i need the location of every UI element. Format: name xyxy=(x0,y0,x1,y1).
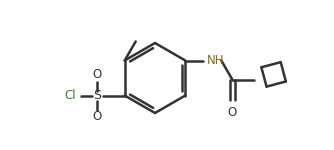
Text: O: O xyxy=(92,68,101,81)
Text: O: O xyxy=(228,106,237,118)
Text: O: O xyxy=(92,110,101,123)
Text: S: S xyxy=(93,89,101,102)
Text: NH: NH xyxy=(207,54,225,67)
Text: Cl: Cl xyxy=(64,89,76,102)
